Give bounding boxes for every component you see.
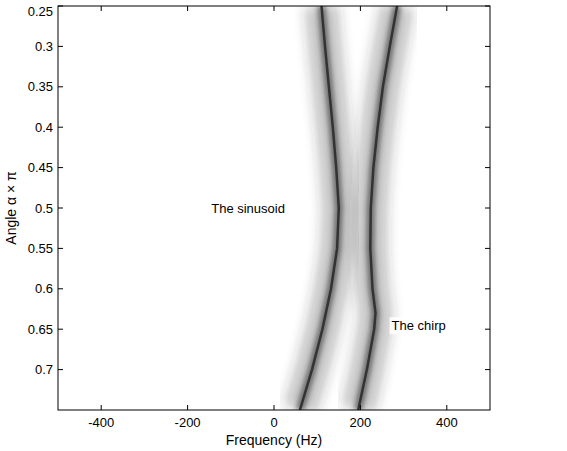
y-tick-label: 0.5: [35, 201, 53, 216]
x-tick-top: [101, 6, 102, 11]
ridge-glow: [300, 6, 339, 410]
annotation-background: [390, 317, 448, 334]
x-axis-title: Frequency (Hz): [226, 432, 322, 448]
ridge-halo: [300, 6, 339, 410]
plot-area: [300, 6, 397, 410]
y-tick: [58, 46, 63, 47]
x-tick-top: [187, 6, 188, 11]
y-axis-title: Angle α × π: [3, 171, 19, 245]
y-tick-right: [485, 288, 490, 289]
chart-container: -400 -200 0 200 400 0.25 0.3 0.35 0.4 0.45 0.5 0.55…: [0, 0, 567, 451]
x-tick: [274, 405, 275, 410]
y-tick-right: [485, 329, 490, 330]
ridge-line: [300, 6, 339, 410]
y-tick: [58, 248, 63, 249]
y-tick-right: [485, 6, 490, 7]
y-tick: [58, 86, 63, 87]
y-tick: [58, 167, 63, 168]
y-tick-right: [485, 248, 490, 249]
y-tick-right: [485, 86, 490, 87]
annotation-background: [209, 200, 287, 217]
ridge-glow: [358, 6, 397, 410]
x-tick-label: 0: [270, 415, 277, 430]
y-tick-label: 0.7: [35, 362, 53, 377]
x-tick-label: -400: [88, 415, 114, 430]
y-tick-right: [485, 167, 490, 168]
y-tick-right: [485, 208, 490, 209]
y-tick-right: [485, 46, 490, 47]
y-tick: [58, 369, 63, 370]
y-tick: [58, 329, 63, 330]
x-tick-label: -200: [175, 415, 201, 430]
y-tick-label: 0.65: [28, 322, 53, 337]
y-tick: [58, 208, 63, 209]
plot-background: [58, 6, 490, 410]
x-tick: [446, 405, 447, 410]
chart: -400 -200 0 200 400 0.25 0.3 0.35 0.4 0.45 0.5 0.55…: [0, 0, 567, 451]
annotation-text: The sinusoid: [211, 201, 285, 216]
y-tick-right: [485, 127, 490, 128]
y-tick-label: 0.35: [28, 79, 53, 94]
x-tick-label: 200: [350, 415, 372, 430]
x-tick-top: [360, 6, 361, 11]
y-tick-label: 0.55: [28, 241, 53, 256]
annotation: The chirp: [390, 317, 448, 334]
x-tick: [101, 405, 102, 410]
annotation-text: The chirp: [392, 318, 446, 333]
ridge-line: [358, 6, 397, 410]
plot-frame: [58, 6, 490, 410]
y-tick-label: 0.3: [35, 39, 53, 54]
x-tick: [360, 405, 361, 410]
y-tick-label: 0.4: [35, 120, 53, 135]
y-tick-label: 0.6: [35, 281, 53, 296]
y-tick-right: [485, 369, 490, 370]
y-tick-label: 0.25: [28, 4, 53, 19]
y-tick-label: 0.45: [28, 160, 53, 175]
x-tick: [187, 405, 188, 410]
x-tick-top: [446, 6, 447, 11]
x-tick-label: 400: [436, 415, 458, 430]
x-tick-top: [274, 6, 275, 11]
ridge-halo: [358, 6, 397, 410]
y-tick: [58, 288, 63, 289]
y-tick: [58, 127, 63, 128]
y-tick: [58, 6, 63, 7]
annotation: The sinusoid: [209, 200, 287, 217]
